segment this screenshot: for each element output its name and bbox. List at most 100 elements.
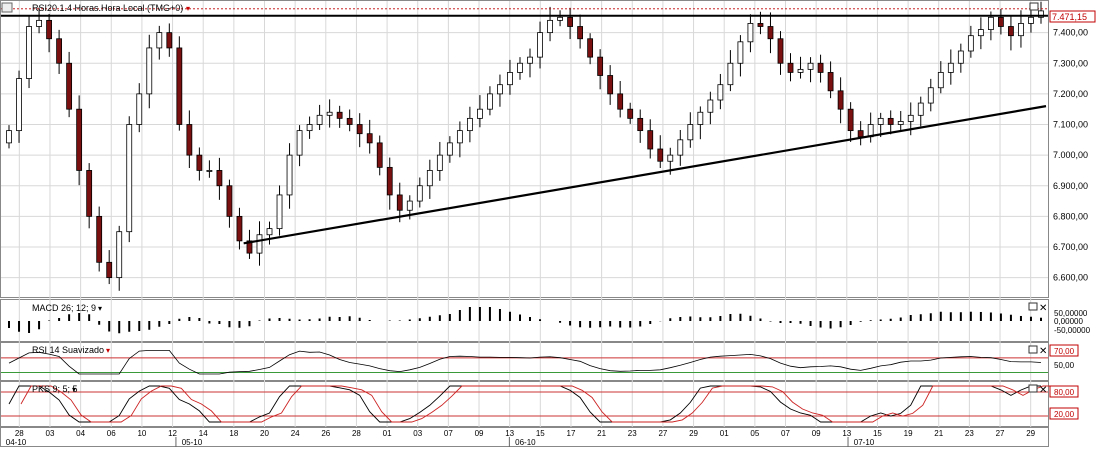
candle-body bbox=[146, 47, 153, 95]
candle-body bbox=[617, 93, 624, 110]
rsi-maximize-icon[interactable] bbox=[1028, 345, 1038, 354]
time-axis-day-label: 06 bbox=[107, 429, 116, 438]
price-axis-label: 7.000,00 bbox=[1053, 150, 1088, 160]
rsi-dropdown-arrow-icon[interactable]: ▾ bbox=[106, 346, 110, 355]
time-axis-day-label: 23 bbox=[628, 429, 637, 438]
candle-body bbox=[487, 93, 493, 110]
macd-axis-label-bottom: -50,00000 bbox=[1054, 326, 1091, 335]
pks-d-line bbox=[20, 385, 1053, 423]
rsi-title: RSI 14 Suavizado bbox=[32, 345, 104, 355]
time-axis-day-label: 09 bbox=[812, 429, 821, 438]
title-dropdown-arrow-icon[interactable]: ▾ bbox=[186, 4, 190, 13]
pks-close-icon[interactable]: ✕ bbox=[1039, 385, 1047, 396]
time-axis-day-label: 03 bbox=[413, 429, 422, 438]
candle-body bbox=[757, 23, 764, 27]
time-axis-day-label: 15 bbox=[536, 429, 545, 438]
candle-body bbox=[36, 19, 42, 27]
price-axis-label: 6.700,00 bbox=[1053, 242, 1088, 252]
candle-body bbox=[727, 62, 734, 86]
candle-body bbox=[967, 35, 974, 52]
time-axis-day-label: 28 bbox=[352, 429, 361, 438]
time-axis-day-label: 07 bbox=[444, 429, 453, 438]
pks-axis-label-lower: 20,00 bbox=[1054, 410, 1075, 419]
candle-body bbox=[637, 117, 644, 132]
candle-body bbox=[256, 234, 263, 254]
candle-body bbox=[96, 215, 103, 263]
price-panel-header[interactable]: RSI20.1.4 Horas.Hora Local (TMG+0) ▾ bbox=[1, 2, 190, 13]
candle-body bbox=[557, 16, 563, 21]
price-panel-maximize-icon[interactable] bbox=[1029, 2, 1039, 11]
macd-title: MACD 26; 12; 9 bbox=[32, 303, 96, 313]
candle-body bbox=[947, 62, 954, 73]
time-axis-day-label: 05 bbox=[750, 429, 759, 438]
candle-body bbox=[386, 166, 393, 196]
chart-type-icon[interactable] bbox=[1, 2, 13, 13]
time-axis-day-label: 29 bbox=[689, 429, 698, 438]
candle-body bbox=[416, 185, 423, 202]
candle-body bbox=[66, 62, 73, 110]
candle-body bbox=[877, 117, 884, 125]
candle-body bbox=[446, 142, 453, 156]
candle-body bbox=[106, 261, 113, 279]
candle-body bbox=[597, 56, 604, 76]
rsi-close-icon[interactable]: ✕ bbox=[1039, 346, 1047, 357]
time-axis-day-label: 27 bbox=[658, 429, 667, 438]
candle-body bbox=[607, 75, 614, 95]
candle-body bbox=[817, 62, 824, 73]
candle-body bbox=[747, 23, 754, 43]
candle-body bbox=[797, 68, 804, 73]
time-axis-day-label: 15 bbox=[873, 429, 882, 438]
candle-body bbox=[707, 99, 714, 113]
candle-body bbox=[366, 133, 373, 144]
candle-body bbox=[517, 62, 523, 73]
pks-maximize-icon[interactable] bbox=[1028, 384, 1038, 393]
time-axis-month-label: 05-10 bbox=[182, 438, 203, 447]
candle-body bbox=[206, 170, 213, 172]
candle-body bbox=[26, 26, 32, 79]
time-axis-day-label: 19 bbox=[904, 429, 913, 438]
candle-body bbox=[837, 90, 844, 110]
price-axis-label: 7.400,00 bbox=[1053, 28, 1088, 38]
candle-body bbox=[76, 108, 83, 171]
candle-body bbox=[406, 200, 413, 211]
candle-body bbox=[697, 111, 704, 125]
candle-body bbox=[336, 111, 343, 119]
time-axis-day-label: 21 bbox=[597, 429, 606, 438]
indicators bbox=[1, 307, 1053, 423]
candle-body bbox=[276, 194, 283, 230]
candle-body bbox=[186, 124, 193, 156]
macd-close-icon[interactable]: ✕ bbox=[1039, 303, 1047, 314]
candle-body bbox=[1028, 16, 1034, 24]
candle-body bbox=[6, 130, 12, 144]
time-axis-day-label: 09 bbox=[475, 429, 484, 438]
time-axis-month-label: 04-10 bbox=[6, 438, 27, 447]
time-axis-month-label: 06-10 bbox=[515, 438, 536, 447]
candle-body bbox=[86, 170, 93, 217]
candle-body bbox=[677, 139, 684, 156]
pks-title: PKS 9; 5; 5 bbox=[32, 384, 78, 394]
candle-body bbox=[306, 124, 313, 132]
price-axis-label: 6.900,00 bbox=[1053, 181, 1088, 191]
candle-body bbox=[977, 29, 984, 37]
price-axis-label: 6.600,00 bbox=[1053, 273, 1088, 283]
macd-dropdown-arrow-icon[interactable]: ▾ bbox=[98, 304, 102, 313]
candle-body bbox=[587, 38, 594, 58]
time-axis-day-label: 23 bbox=[965, 429, 974, 438]
candle-body bbox=[16, 78, 22, 132]
macd-header[interactable]: MACD 26; 12; 9 ▾ bbox=[32, 303, 102, 313]
pks-upper-tag bbox=[1049, 385, 1079, 398]
macd-maximize-icon[interactable] bbox=[1028, 302, 1038, 311]
candle-body bbox=[567, 16, 573, 27]
pks-header[interactable]: PKS 9; 5; 5 ▾ bbox=[32, 384, 78, 394]
price-panel-frame bbox=[0, 0, 1049, 298]
candle-body bbox=[847, 108, 854, 132]
candle-body bbox=[897, 121, 904, 125]
candle-body bbox=[456, 130, 463, 144]
pks-dropdown-arrow-icon[interactable]: ▾ bbox=[72, 385, 76, 394]
price-axis-label: 7.200,00 bbox=[1053, 89, 1088, 99]
rsi-header[interactable]: RSI 14 Suavizado ▾ bbox=[32, 345, 110, 355]
candle-body bbox=[426, 170, 433, 187]
last-price-value: 7.471,15 bbox=[1052, 12, 1087, 22]
candle-body bbox=[46, 19, 52, 40]
